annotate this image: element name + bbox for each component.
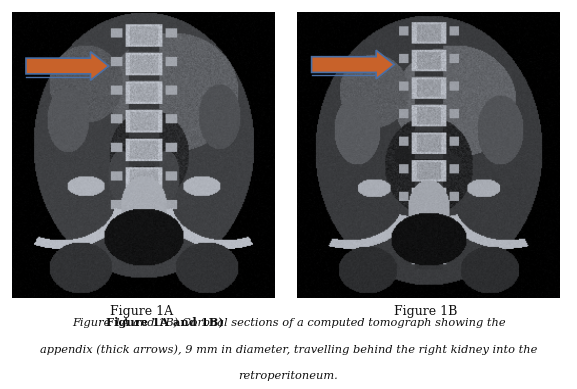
Text: Figure 1A and 1B) Coronal sections of a computed tomograph showing the: Figure 1A and 1B) Coronal sections of a … xyxy=(72,317,505,328)
Text: Figure 1A: Figure 1A xyxy=(110,305,173,318)
Text: Figure 1A and 1B): Figure 1A and 1B) xyxy=(106,317,223,328)
FancyArrow shape xyxy=(312,50,394,79)
Text: Figure 1B: Figure 1B xyxy=(394,305,458,318)
Text: retroperitoneum.: retroperitoneum. xyxy=(239,371,338,382)
FancyArrow shape xyxy=(26,52,108,80)
Text: appendix (thick arrows), 9 mm in diameter, travelling behind the right kidney in: appendix (thick arrows), 9 mm in diamete… xyxy=(40,344,537,355)
